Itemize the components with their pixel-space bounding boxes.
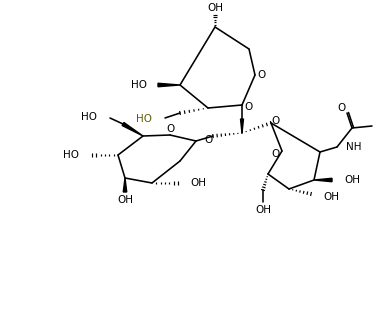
Text: OH: OH: [207, 3, 223, 13]
Text: OH: OH: [255, 205, 271, 215]
Text: O: O: [272, 116, 280, 126]
Polygon shape: [123, 178, 127, 192]
Text: O: O: [244, 102, 252, 112]
Polygon shape: [314, 178, 332, 182]
Text: HO: HO: [63, 150, 79, 160]
Text: O: O: [271, 149, 279, 159]
Polygon shape: [158, 83, 180, 87]
Text: O: O: [257, 70, 265, 80]
Text: OH: OH: [344, 175, 360, 185]
Text: HO: HO: [131, 80, 147, 90]
Text: HO: HO: [81, 112, 97, 122]
Text: OH: OH: [323, 192, 339, 202]
Polygon shape: [122, 122, 143, 136]
Text: O: O: [337, 103, 345, 113]
Text: OH: OH: [117, 195, 133, 205]
Text: OH: OH: [190, 178, 206, 188]
Text: NH: NH: [346, 142, 362, 152]
Text: O: O: [204, 135, 212, 145]
Text: O: O: [166, 124, 174, 134]
Text: HO: HO: [136, 114, 152, 124]
Polygon shape: [240, 119, 243, 133]
